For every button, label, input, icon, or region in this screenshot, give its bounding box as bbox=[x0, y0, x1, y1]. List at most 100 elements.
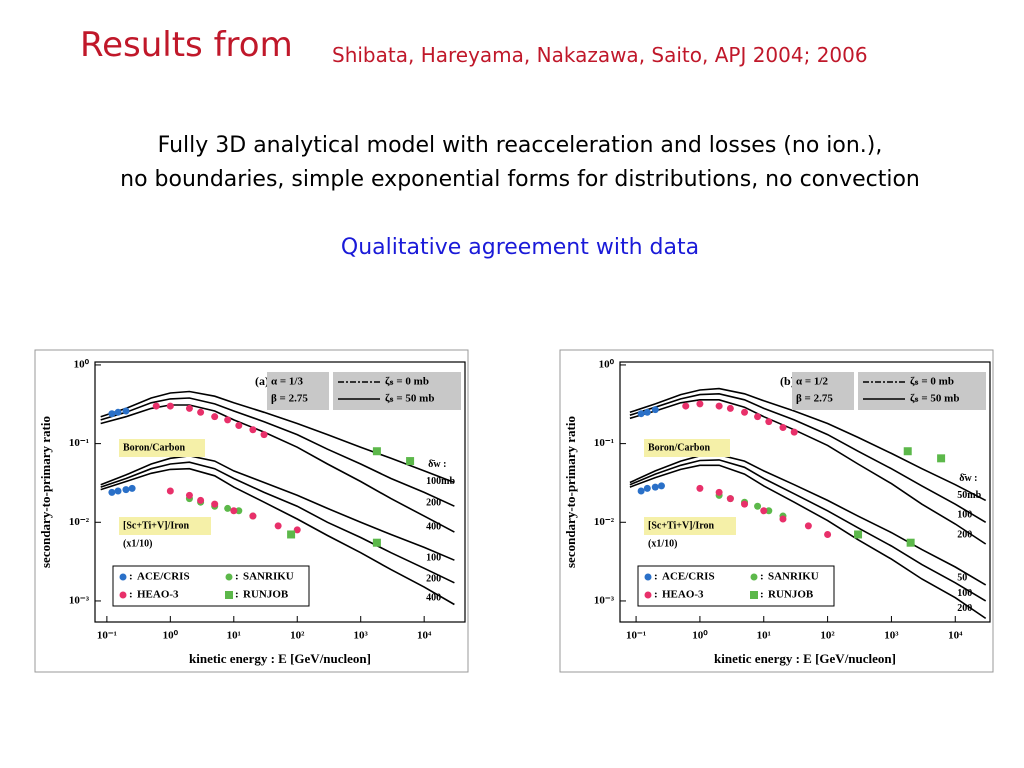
x-tick-label: 10³ bbox=[884, 630, 899, 642]
model-curve bbox=[100, 467, 455, 606]
data-point bbox=[779, 515, 787, 523]
x-tick-label: 10⁻¹ bbox=[626, 630, 646, 642]
x-tick-label: 10⁰ bbox=[692, 630, 708, 642]
data-point bbox=[372, 447, 381, 456]
legend-label: RUNJOB bbox=[768, 589, 814, 601]
data-point bbox=[824, 530, 832, 538]
data-point bbox=[637, 410, 645, 418]
x-tick-label: 10² bbox=[820, 630, 835, 642]
legend-label: SANRIKU bbox=[768, 571, 819, 583]
figure-frame bbox=[559, 349, 994, 673]
group-label: (x1/10) bbox=[123, 538, 152, 549]
data-point bbox=[651, 406, 659, 414]
zeta-label: ζₛ = 0 mb bbox=[385, 376, 429, 388]
group-label: Boron/Carbon bbox=[123, 442, 185, 453]
legend-box bbox=[637, 565, 835, 607]
model-curve bbox=[100, 397, 455, 507]
curve-label: 200 bbox=[426, 574, 441, 585]
data-point bbox=[643, 408, 651, 416]
model-curve bbox=[629, 453, 987, 586]
x-tick-label: 10⁰ bbox=[163, 630, 179, 642]
y-tick-label: 10⁻² bbox=[594, 516, 615, 528]
data-point bbox=[211, 500, 219, 508]
data-point bbox=[197, 408, 205, 416]
data-point bbox=[643, 484, 651, 492]
x-tick-label: 10¹ bbox=[227, 630, 241, 642]
data-point bbox=[372, 538, 381, 547]
data-point bbox=[765, 507, 773, 515]
data-point bbox=[726, 404, 734, 412]
data-point bbox=[166, 487, 174, 495]
x-tick-label: 10³ bbox=[354, 630, 369, 642]
data-point bbox=[765, 418, 773, 426]
param: α = 1/3 bbox=[271, 376, 303, 388]
plot-area bbox=[94, 361, 466, 623]
param: β = 2.75 bbox=[796, 393, 833, 405]
curve-key: δ̄w : bbox=[959, 473, 977, 484]
figure: 10⁻¹ 10⁰ 10¹ 10² 10³ 10⁴ 10⁻³ 10⁻² 10⁻¹ 10⁰ kineti… bbox=[559, 349, 994, 673]
data-point bbox=[108, 488, 116, 496]
x-tick-label: 10¹ bbox=[757, 630, 771, 642]
data-point bbox=[235, 507, 243, 515]
curve-label: 200 bbox=[957, 603, 972, 614]
legend-marker bbox=[119, 573, 127, 581]
group-box bbox=[644, 517, 736, 535]
data-point bbox=[293, 526, 301, 534]
data-point bbox=[406, 457, 415, 466]
data-point bbox=[211, 413, 219, 421]
highlight: Qualitative agreement with data bbox=[341, 235, 699, 260]
data-point bbox=[128, 484, 136, 492]
figure: 10⁻¹ 10⁰ 10¹ 10² 10³ 10⁴ 10⁻³ 10⁻² 10⁻¹ 10⁰ kineti… bbox=[34, 349, 469, 673]
data-point bbox=[741, 500, 749, 508]
zeta-label: ζₛ = 50 mb bbox=[910, 393, 959, 405]
panel-label: (a) bbox=[255, 374, 269, 388]
model-curve bbox=[629, 464, 987, 620]
legend-colon: : bbox=[235, 589, 239, 601]
group-label: [Sc+Ti+V]/Iron bbox=[648, 520, 714, 531]
curve-label: 100 bbox=[957, 588, 972, 599]
group-label: (x1/10) bbox=[648, 538, 677, 549]
legend-label: HEAO-3 bbox=[662, 589, 704, 601]
data-point bbox=[249, 426, 257, 434]
y-tick-label: 10⁻² bbox=[69, 516, 90, 528]
y-tick-label: 10⁻³ bbox=[69, 594, 90, 606]
y-tick-label: 10⁻¹ bbox=[594, 437, 614, 449]
group-box bbox=[119, 439, 205, 457]
data-point bbox=[122, 407, 130, 415]
curve-label: 400 bbox=[426, 592, 441, 603]
x-tick-label: 10² bbox=[290, 630, 305, 642]
y-tick-label: 10⁰ bbox=[599, 358, 615, 370]
legend-box bbox=[112, 565, 310, 607]
data-point bbox=[696, 400, 704, 408]
legend-colon: : bbox=[760, 589, 764, 601]
plot-area bbox=[619, 361, 991, 623]
data-point bbox=[804, 522, 812, 530]
legend-marker bbox=[225, 573, 233, 581]
data-point bbox=[637, 487, 645, 495]
x-axis-label: kinetic energy : E [GeV/nucleon] bbox=[189, 651, 371, 666]
legend-label: ACE/CRIS bbox=[137, 571, 190, 583]
model-curve bbox=[100, 390, 455, 484]
data-point bbox=[185, 404, 193, 412]
legend-label: ACE/CRIS bbox=[662, 571, 715, 583]
legend-colon: : bbox=[129, 589, 133, 601]
panel-label: (b) bbox=[780, 374, 795, 388]
curve-label: 200 bbox=[426, 498, 441, 509]
legend-colon: : bbox=[760, 571, 764, 583]
data-point bbox=[230, 507, 238, 515]
data-point bbox=[152, 402, 160, 410]
zeta-label: ζₛ = 50 mb bbox=[385, 393, 434, 405]
data-point bbox=[754, 502, 762, 510]
data-point bbox=[906, 538, 915, 547]
data-point bbox=[903, 447, 912, 456]
curve-label: 50mb bbox=[957, 490, 981, 501]
x-tick-label: 10⁴ bbox=[948, 630, 963, 642]
curve-label: 100 bbox=[426, 553, 441, 564]
data-point bbox=[108, 410, 116, 418]
legend-marker bbox=[750, 573, 758, 581]
legend-label: RUNJOB bbox=[243, 589, 289, 601]
param-box bbox=[792, 372, 854, 410]
y-tick-label: 10⁻¹ bbox=[69, 437, 89, 449]
zeta-box bbox=[858, 372, 986, 410]
